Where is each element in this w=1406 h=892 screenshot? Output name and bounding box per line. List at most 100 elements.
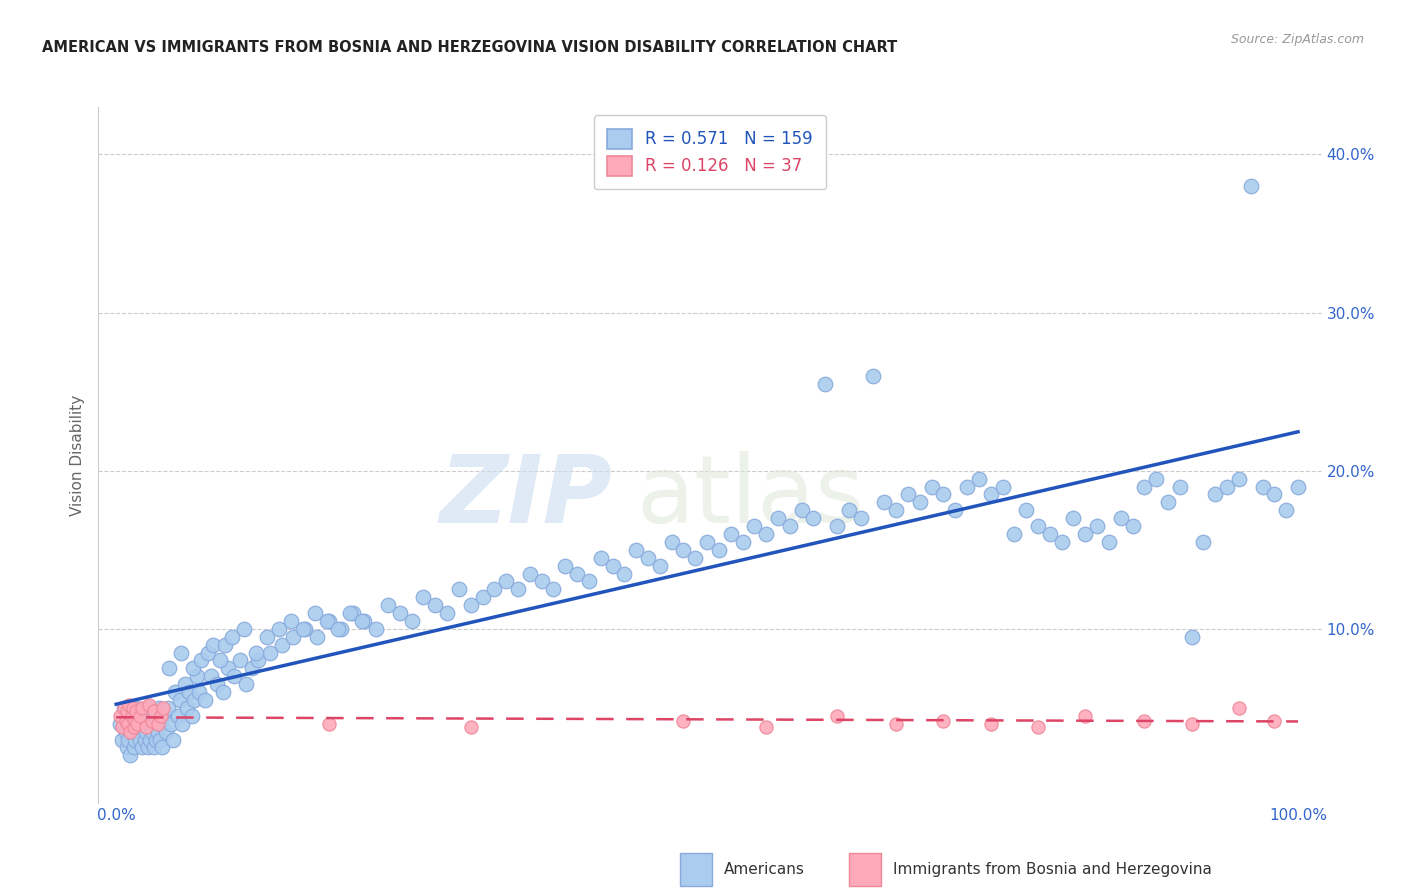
- Point: [1074, 527, 1097, 541]
- Point: [921, 479, 943, 493]
- Point: [245, 646, 267, 660]
- Point: [131, 740, 153, 755]
- Point: [269, 622, 291, 636]
- Point: [145, 732, 167, 747]
- Point: [304, 606, 326, 620]
- Point: [1039, 527, 1062, 541]
- Point: [165, 685, 187, 699]
- Point: [353, 614, 375, 628]
- Point: [339, 606, 361, 620]
- Point: [121, 701, 143, 715]
- Point: [232, 622, 254, 636]
- Point: [471, 591, 494, 605]
- Point: [132, 716, 155, 731]
- Point: [240, 661, 263, 675]
- Point: [169, 693, 191, 707]
- Point: [838, 503, 860, 517]
- Point: [1015, 503, 1038, 517]
- Point: [366, 622, 388, 636]
- Point: [425, 598, 447, 612]
- Point: [991, 479, 1014, 493]
- Point: [731, 534, 754, 549]
- Point: [1181, 630, 1204, 644]
- Point: [209, 653, 232, 667]
- Point: [115, 704, 138, 718]
- Point: [187, 685, 209, 699]
- Point: [1026, 720, 1049, 734]
- Point: [127, 716, 149, 731]
- Point: [176, 701, 198, 715]
- Text: ZIP: ZIP: [439, 450, 612, 542]
- Point: [197, 646, 219, 660]
- Legend: R = 0.571   N = 159, R = 0.126   N = 37: R = 0.571 N = 159, R = 0.126 N = 37: [593, 115, 827, 189]
- Text: Americans: Americans: [724, 863, 806, 877]
- Point: [825, 708, 848, 723]
- Point: [294, 622, 316, 636]
- Point: [1109, 511, 1132, 525]
- Point: [696, 534, 718, 549]
- Point: [1240, 179, 1263, 194]
- Point: [108, 716, 131, 731]
- Point: [112, 701, 135, 715]
- Point: [202, 638, 225, 652]
- Point: [862, 368, 884, 383]
- Point: [1133, 479, 1156, 493]
- Point: [884, 503, 907, 517]
- Point: [825, 519, 848, 533]
- Point: [128, 724, 150, 739]
- Point: [143, 716, 166, 731]
- Point: [908, 495, 931, 509]
- Point: [121, 716, 143, 731]
- Point: [139, 732, 162, 747]
- Point: [148, 701, 170, 715]
- Point: [214, 638, 236, 652]
- Point: [1002, 527, 1025, 541]
- Point: [181, 661, 204, 675]
- Point: [291, 622, 314, 636]
- Point: [135, 720, 157, 734]
- Point: [157, 701, 180, 715]
- Point: [190, 653, 212, 667]
- Point: [932, 714, 955, 728]
- Point: [256, 630, 278, 644]
- Point: [543, 582, 565, 597]
- Point: [235, 677, 257, 691]
- Point: [956, 479, 979, 493]
- Point: [519, 566, 541, 581]
- Point: [1133, 714, 1156, 728]
- Point: [152, 701, 174, 715]
- Point: [1168, 479, 1191, 493]
- Point: [1144, 472, 1167, 486]
- Point: [143, 740, 166, 755]
- Point: [755, 720, 778, 734]
- Point: [1251, 479, 1274, 493]
- Point: [412, 591, 434, 605]
- Point: [873, 495, 896, 509]
- Point: [150, 716, 173, 731]
- Point: [142, 708, 165, 723]
- Point: [602, 558, 624, 573]
- Point: [170, 646, 193, 660]
- Point: [720, 527, 742, 541]
- Point: [128, 732, 150, 747]
- Point: [138, 716, 160, 731]
- Point: [1157, 495, 1180, 509]
- Point: [1122, 519, 1144, 533]
- Point: [884, 716, 907, 731]
- Point: [111, 720, 134, 734]
- Point: [328, 622, 350, 636]
- Point: [128, 708, 150, 723]
- Point: [1263, 487, 1285, 501]
- Point: [122, 720, 145, 734]
- Point: [120, 724, 142, 739]
- Text: Immigrants from Bosnia and Herzegovina: Immigrants from Bosnia and Herzegovina: [893, 863, 1212, 877]
- Point: [221, 630, 243, 644]
- Point: [1026, 519, 1049, 533]
- Point: [980, 716, 1002, 731]
- Point: [173, 677, 195, 691]
- Point: [1204, 487, 1226, 501]
- Point: [117, 716, 139, 731]
- Point: [134, 732, 156, 747]
- Point: [118, 708, 141, 723]
- Point: [125, 701, 148, 715]
